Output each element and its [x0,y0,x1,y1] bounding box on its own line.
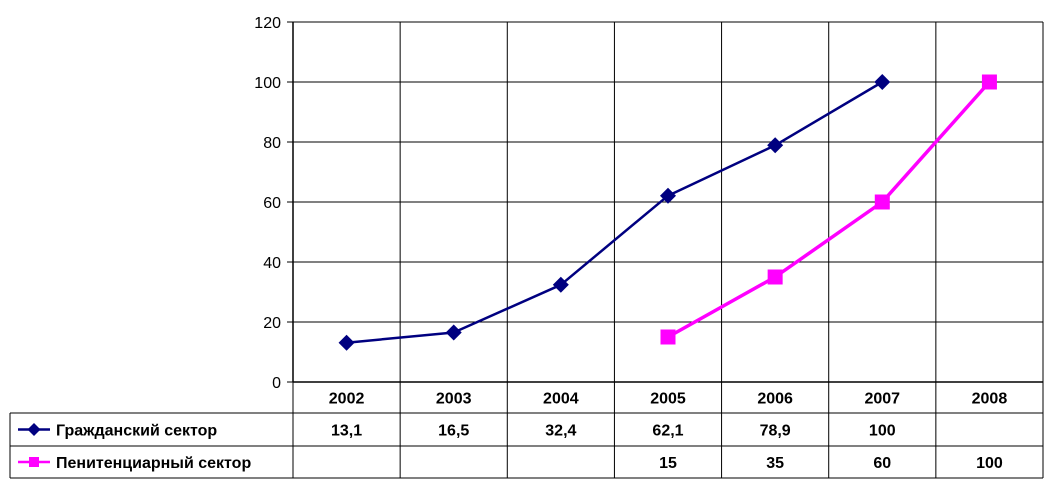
y-tick-label: 20 [263,315,281,332]
data-point-diamond [338,334,355,351]
y-tick-label: 120 [254,15,281,32]
data-table-value: 60 [873,455,891,472]
category-label: 2003 [436,391,472,408]
data-table-value: 62,1 [652,423,683,440]
data-table-value: 32,4 [545,423,576,440]
y-tick-label: 40 [263,255,281,272]
data-point-diamond [445,324,462,341]
data-table-value: 100 [976,455,1003,472]
plot-grid [292,21,1044,478]
data-point-square [767,269,783,285]
series-line-penitentiary [667,80,991,339]
category-label: 2005 [650,391,686,408]
category-label: 2006 [757,391,793,408]
data-table-value: 35 [766,455,784,472]
data-table-value: 13,1 [331,423,362,440]
y-axis: 0 20 40 60 80 100 120 [254,15,294,392]
data-point-square [660,329,676,345]
legend-label: Гражданский сектор [56,423,217,440]
data-point-diamond [552,276,569,293]
y-tick-label: 80 [263,135,281,152]
category-label: 2004 [543,391,579,408]
data-table: 2002 2003 2004 2005 2006 2007 2008 Гражданский … [9,381,1043,479]
data-point-square [874,194,890,210]
category-label: 2008 [972,391,1008,408]
data-point-diamond [660,187,676,204]
data-point-diamond [874,74,891,90]
y-tick-label: 0 [272,375,281,392]
data-table-value: 78,9 [760,423,791,440]
legend-diamond-marker [27,423,41,436]
data-table-value: 16,5 [438,423,469,440]
legend-label: Пенитенциарный сектор [56,455,251,472]
category-label: 2007 [864,391,900,408]
data-point-square [981,74,997,90]
data-table-value: 100 [869,423,896,440]
series-lines [338,74,997,351]
y-tick-label: 100 [254,75,281,92]
category-label: 2002 [329,391,365,408]
y-tick-label: 60 [263,195,281,212]
data-point-diamond [767,137,784,154]
data-table-value: 15 [659,455,677,472]
legend-square-marker [29,457,39,467]
series-line-civil [346,80,883,344]
